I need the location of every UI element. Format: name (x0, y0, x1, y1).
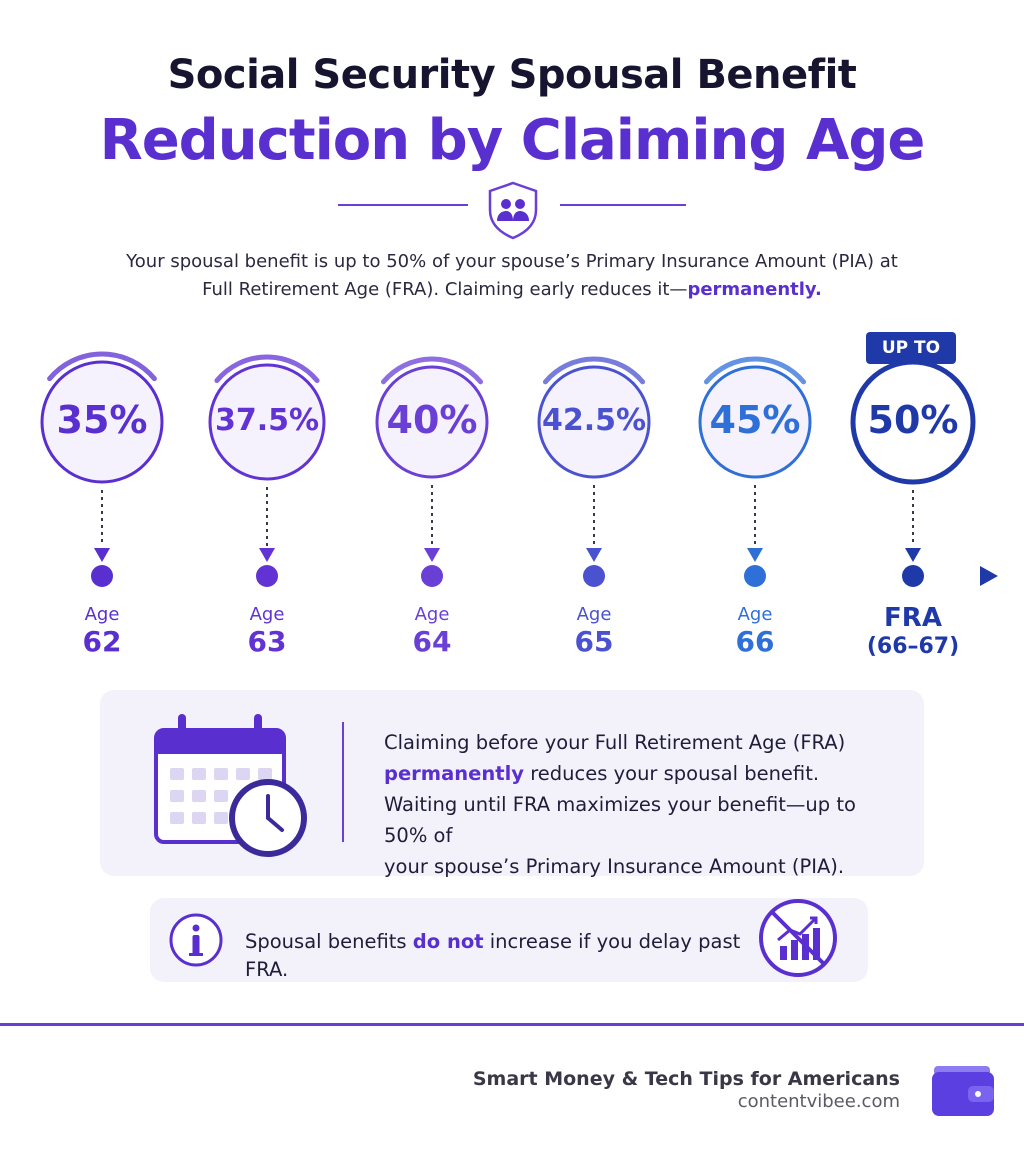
wallet-icon (932, 1066, 994, 1116)
benefit-circle-63 (208, 363, 326, 481)
benefit-circle-62 (40, 360, 164, 484)
info-card-line-2-rest: reduces your spousal benefit. (524, 762, 820, 785)
ring-arc-66 (703, 356, 807, 385)
title-line-2: Reduction by Claiming Age (99, 108, 926, 173)
note-card-text: Spousal benefits do not increase if you … (245, 928, 765, 984)
footer-url[interactable]: contentvibee.com (737, 1091, 900, 1112)
connector-arrow-64 (424, 548, 440, 562)
title-divider-right (560, 204, 686, 206)
subtitle: Your spousal benefit is up to 50% of you… (120, 248, 904, 304)
age-label: Age (576, 604, 612, 625)
title-divider-left (338, 204, 468, 206)
shield-people-icon (488, 181, 538, 240)
connector-arrow-65 (586, 548, 602, 562)
benefit-percent: 37.5% (214, 403, 320, 439)
timeline-dot-64 (421, 565, 443, 587)
timeline-dot-62 (91, 565, 113, 587)
age-value: 62 (82, 625, 122, 658)
benefit-circle-66 (698, 365, 812, 479)
ring-arc-63 (214, 354, 320, 384)
age-value: 66 (735, 625, 775, 658)
age-value: 63 (247, 625, 287, 658)
connector-arrow-63 (259, 548, 275, 562)
benefit-percent: 40% (386, 398, 478, 443)
age-label: Age (249, 604, 285, 625)
timeline-arrow (980, 566, 998, 586)
benefit-percent: 50% (867, 398, 959, 443)
info-icon (169, 913, 223, 967)
footer-brand: Smart Money & Tech Tips for Americans (472, 1068, 900, 1090)
benefit-circle-65 (537, 365, 651, 479)
timeline-graphic (40, 351, 998, 587)
age-value: 64 (412, 625, 452, 658)
up-to-badge: UP TO (866, 332, 956, 364)
age-value: 65 (574, 625, 614, 658)
info-card-line-2: permanently reduces your spousal benefit… (384, 758, 904, 789)
calendar-clock-icon (154, 714, 307, 857)
ring-arc-62 (47, 351, 157, 382)
connector-arrow-62 (94, 548, 110, 562)
age-value: (66–67) (866, 634, 960, 659)
age-label: Age (737, 604, 773, 625)
connector-arrow-66 (747, 548, 763, 562)
note-text-after: increase if you delay past FRA. (245, 930, 741, 981)
info-card-divider (342, 722, 344, 842)
note-text-emphasis: do not (412, 930, 484, 953)
note-card (150, 898, 868, 982)
ring-arc-64 (380, 356, 484, 385)
connector-arrow-6667 (905, 548, 921, 562)
age-label: Age (84, 604, 120, 625)
benefit-circle-64 (375, 365, 489, 479)
benefit-percent: 45% (709, 398, 801, 443)
ring-arc-65 (542, 356, 646, 385)
footer-divider (0, 1023, 1024, 1026)
subtitle-emphasis: permanently. (687, 279, 822, 300)
benefit-percent: 35% (56, 398, 148, 443)
age-label: Age (414, 604, 450, 625)
fra-label: FRA (884, 603, 942, 633)
timeline-dot-65 (583, 565, 605, 587)
no-growth-chart-icon (759, 899, 837, 977)
timeline-dot-6667 (902, 565, 924, 587)
note-text-before: Spousal benefits (245, 930, 413, 953)
info-card-emphasis: permanently (384, 762, 524, 785)
info-card-line-4: your spouse’s Primary Insurance Amount (… (384, 855, 845, 878)
benefit-percent: 42.5% (541, 403, 647, 439)
timeline-dot-66 (744, 565, 766, 587)
timeline-dot-63 (256, 565, 278, 587)
title-line-1: Social Security Spousal Benefit (167, 52, 857, 98)
subtitle-text: Your spousal benefit is up to 50% of you… (126, 251, 898, 300)
info-card-line-1: Claiming before your Full Retirement Age… (384, 731, 846, 754)
info-card-text: Claiming before your Full Retirement Age… (384, 727, 904, 882)
info-card-line-3: Waiting until FRA maximizes your benefit… (384, 793, 856, 847)
